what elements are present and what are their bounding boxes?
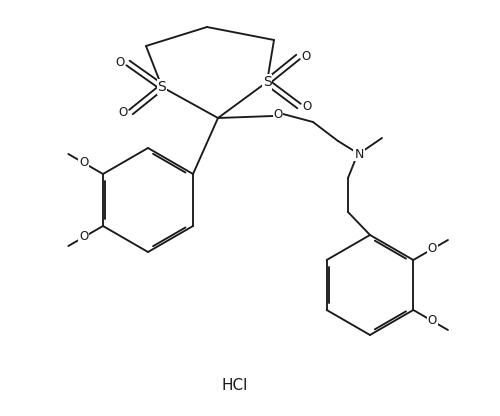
Text: O: O [274, 109, 282, 121]
Text: O: O [428, 243, 437, 255]
Text: O: O [118, 106, 128, 119]
Text: N: N [354, 148, 364, 161]
Text: S: S [158, 80, 166, 94]
Text: O: O [428, 314, 437, 327]
Text: O: O [80, 230, 88, 243]
Text: O: O [116, 55, 124, 69]
Text: S: S [262, 75, 272, 89]
Text: O: O [80, 156, 88, 169]
Text: O: O [302, 101, 312, 114]
Text: HCl: HCl [222, 377, 248, 393]
Text: O: O [302, 50, 310, 62]
